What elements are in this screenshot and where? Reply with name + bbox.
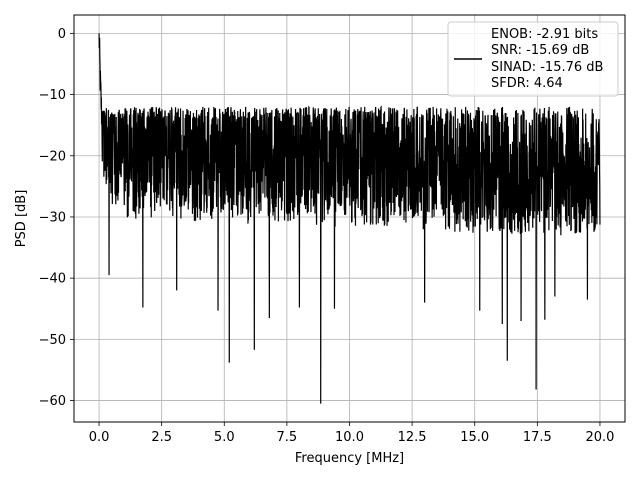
legend: ENOB: -2.91 bits SNR: -15.69 dB SINAD: -… xyxy=(447,21,619,97)
y-axis-ticks: 0 −10 −20 −30 −40 −50 −60 xyxy=(39,27,74,409)
legend-line-snr: SNR: -15.69 dB xyxy=(491,43,589,58)
x-tick-label: 5.0 xyxy=(214,430,235,445)
legend-box xyxy=(447,21,619,97)
plot-area xyxy=(98,33,601,404)
y-tick-label: −20 xyxy=(39,149,66,164)
x-tick-label: 17.5 xyxy=(523,430,552,445)
legend-line-sinad: SINAD: -15.76 dB xyxy=(491,60,603,75)
x-tick-label: 0.0 xyxy=(89,430,110,445)
x-tick-label: 20.0 xyxy=(585,430,614,445)
y-axis-label: PSD [dB] xyxy=(14,190,29,248)
legend-line-sfdr: SFDR: 4.64 xyxy=(491,76,563,91)
y-tick-label: 0 xyxy=(58,27,66,42)
x-tick-label: 12.5 xyxy=(398,430,427,445)
y-tick-label: −10 xyxy=(39,88,66,103)
y-tick-label: −40 xyxy=(39,272,66,287)
x-tick-label: 2.5 xyxy=(151,430,172,445)
psd-series-line xyxy=(98,33,601,404)
y-tick-label: −30 xyxy=(39,210,66,225)
x-axis-ticks: 0.0 2.5 5.0 7.5 10.0 12.5 15.0 17.5 20.0 xyxy=(89,422,614,445)
x-tick-label: 10.0 xyxy=(335,430,364,445)
y-tick-label: −50 xyxy=(39,333,66,348)
x-axis-label: Frequency [MHz] xyxy=(295,451,404,466)
legend-line-enob: ENOB: -2.91 bits xyxy=(491,27,598,42)
x-tick-label: 7.5 xyxy=(277,430,298,445)
y-tick-label: −60 xyxy=(39,394,66,409)
x-tick-label: 15.0 xyxy=(460,430,489,445)
